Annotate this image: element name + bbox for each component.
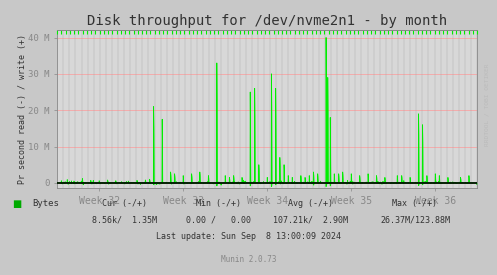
Text: 26.37M/123.88M: 26.37M/123.88M bbox=[380, 216, 450, 225]
Y-axis label: Pr second read (-) / write (+): Pr second read (-) / write (+) bbox=[17, 34, 27, 184]
Title: Disk throughput for /dev/nvme2n1 - by month: Disk throughput for /dev/nvme2n1 - by mo… bbox=[87, 14, 447, 28]
Text: RRDTOOL / TOBI OETIKER: RRDTOOL / TOBI OETIKER bbox=[485, 63, 490, 146]
Text: Max (-/+): Max (-/+) bbox=[393, 199, 437, 208]
Text: Cur (-/+): Cur (-/+) bbox=[102, 199, 147, 208]
Text: 107.21k/  2.90M: 107.21k/ 2.90M bbox=[273, 216, 348, 225]
Text: Avg (-/+): Avg (-/+) bbox=[288, 199, 333, 208]
Text: Munin 2.0.73: Munin 2.0.73 bbox=[221, 255, 276, 264]
Text: 0.00 /   0.00: 0.00 / 0.00 bbox=[186, 216, 251, 225]
Text: Last update: Sun Sep  8 13:00:09 2024: Last update: Sun Sep 8 13:00:09 2024 bbox=[156, 232, 341, 241]
Text: ■: ■ bbox=[12, 199, 22, 209]
Text: 8.56k/  1.35M: 8.56k/ 1.35M bbox=[92, 216, 157, 225]
Text: Bytes: Bytes bbox=[32, 199, 59, 208]
Text: Min (-/+): Min (-/+) bbox=[196, 199, 241, 208]
